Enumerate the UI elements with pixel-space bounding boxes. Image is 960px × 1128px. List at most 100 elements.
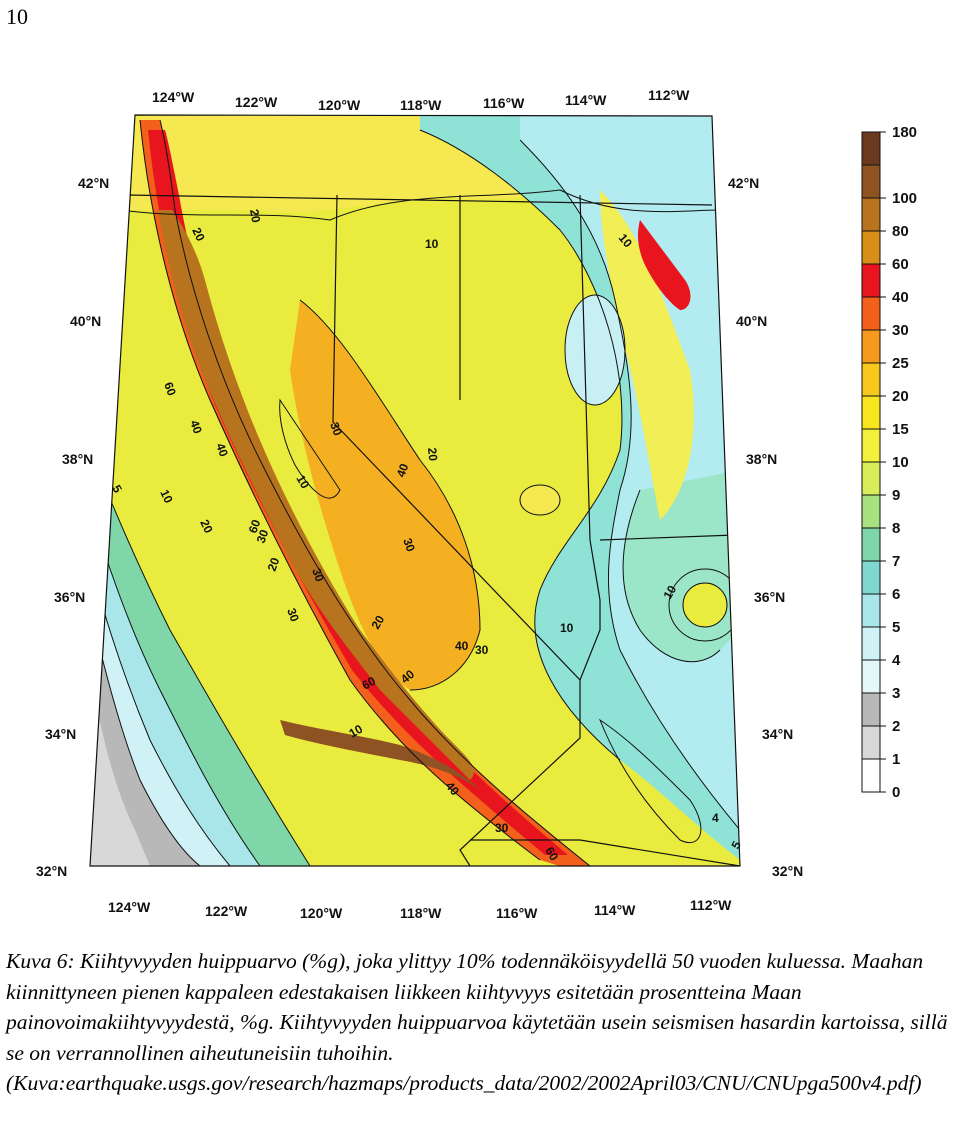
longitude-label: 114°W xyxy=(565,92,607,108)
latitude-label: 36°N xyxy=(54,589,85,605)
left-latitude-labels: 42°N 40°N 38°N 36°N 34°N 32°N xyxy=(36,175,109,879)
legend-tick-label: 9 xyxy=(892,487,900,504)
top-longitude-labels: 124°W 122°W 120°W 118°W 116°W 114°W 112°… xyxy=(152,87,690,113)
legend-tick-label: 7 xyxy=(892,553,900,570)
legend-tick-label: 0 xyxy=(892,784,900,801)
map-frame xyxy=(89,114,741,867)
caption-source: (Kuva:earthquake.usgs.gov/research/hazma… xyxy=(6,1071,922,1095)
contour-label: 40 xyxy=(187,418,205,436)
latitude-label: 38°N xyxy=(746,451,777,467)
legend-swatch xyxy=(861,758,881,793)
longitude-label: 118°W xyxy=(400,97,442,113)
legend-tick-label: 80 xyxy=(892,223,909,240)
band-utah xyxy=(600,190,694,520)
longitude-label: 120°W xyxy=(318,97,361,113)
latitude-label: 32°N xyxy=(772,863,803,879)
state-boundaries xyxy=(124,194,740,866)
legend-swatch xyxy=(861,230,881,265)
belt-brown xyxy=(158,210,475,780)
map-area xyxy=(90,115,740,866)
legend-swatch xyxy=(861,428,881,463)
circle-arizona-inner xyxy=(682,582,728,628)
latitude-label: 42°N xyxy=(78,175,109,191)
contour-label: 60 xyxy=(161,380,179,398)
contour-label: 20 xyxy=(247,208,263,224)
latitude-label: 40°N xyxy=(736,313,767,329)
contour-label: 10 xyxy=(347,722,366,741)
legend-swatch xyxy=(861,725,881,760)
legend-tick-label: 8 xyxy=(892,520,900,537)
contour-label: 40 xyxy=(213,441,231,459)
contour-label: 10 xyxy=(560,621,574,635)
legend-swatch xyxy=(861,527,881,562)
caption-text: Kuva 6: Kiihtyvyyden huippuarvo (%g), jo… xyxy=(6,949,948,1065)
belt-brown-dark xyxy=(280,720,480,790)
contour-lines xyxy=(90,119,740,866)
legend-swatch xyxy=(861,296,881,331)
legend-swatch xyxy=(861,263,881,298)
legend-tick-label: 20 xyxy=(892,388,909,405)
contour-label: 10 xyxy=(660,583,679,602)
longitude-label: 124°W xyxy=(108,899,151,915)
longitude-label: 114°W xyxy=(594,902,636,918)
legend-tick-label: 3 xyxy=(892,685,900,702)
contour-label: 20 xyxy=(425,447,440,462)
legend-tick-label: 100 xyxy=(892,190,917,207)
legend-swatch xyxy=(861,395,881,430)
latitude-label: 34°N xyxy=(45,726,76,742)
legend-swatch xyxy=(861,593,881,628)
band-ocean-1 xyxy=(90,670,150,866)
spot-nevada xyxy=(519,484,561,516)
contour-label: 4 xyxy=(712,811,719,825)
legend-swatch xyxy=(861,461,881,496)
legend-tick-label: 30 xyxy=(892,322,909,339)
latitude-label: 36°N xyxy=(754,589,785,605)
legend-tick-label: 1 xyxy=(892,751,900,768)
legend-swatch xyxy=(861,494,881,529)
legend-tick-label: 5 xyxy=(892,619,900,636)
legend-tick-label: 4 xyxy=(892,652,901,669)
latitude-label: 32°N xyxy=(36,863,67,879)
legend-tick-label: 6 xyxy=(892,586,900,603)
legend-tick-label: 60 xyxy=(892,256,909,273)
contour-label: 20 xyxy=(368,613,387,632)
contour-label: 30 xyxy=(475,643,489,657)
figure-caption: Kuva 6: Kiihtyvyyden huippuarvo (%g), jo… xyxy=(6,946,954,1099)
longitude-label: 122°W xyxy=(205,903,248,919)
longitude-label: 116°W xyxy=(483,95,525,111)
latitude-label: 38°N xyxy=(62,451,93,467)
contour-label: 40 xyxy=(455,639,469,653)
contour-label: 10 xyxy=(425,237,439,251)
low-oval-nevada xyxy=(564,294,626,406)
legend-swatch xyxy=(861,329,881,364)
contour-label: 30 xyxy=(284,606,302,624)
legend-swatch xyxy=(861,197,881,232)
contour-label: 60 xyxy=(246,517,264,535)
latitude-label: 34°N xyxy=(762,726,793,742)
contour-label: 10 xyxy=(293,473,312,492)
longitude-label: 120°W xyxy=(300,905,343,921)
contour-label: 30 xyxy=(327,420,345,438)
hazard-map: 20 20 10 10 60 40 40 10 5 10 20 30 30 20… xyxy=(0,70,960,930)
longitude-label: 116°W xyxy=(496,905,538,921)
contour-label: 10 xyxy=(157,487,175,505)
legend-tick-label: 15 xyxy=(892,421,909,438)
bottom-longitude-labels: 124°W 122°W 120°W 118°W 116°W 114°W 112°… xyxy=(108,897,732,921)
legend-swatch xyxy=(861,131,881,166)
legend-swatch xyxy=(861,362,881,397)
latitude-label: 42°N xyxy=(728,175,759,191)
legend-tick-label: 40 xyxy=(892,289,909,306)
contour-label: 30 xyxy=(400,536,418,554)
contour-label: 30 xyxy=(254,527,272,545)
legend-swatch xyxy=(861,659,881,694)
longitude-label: 124°W xyxy=(152,89,195,105)
longitude-label: 112°W xyxy=(648,87,690,103)
right-latitude-labels: 42°N 40°N 38°N 36°N 34°N 32°N xyxy=(728,175,803,879)
contour-label: 30 xyxy=(309,566,327,584)
contour-label: 20 xyxy=(197,517,215,535)
contour-label: 20 xyxy=(265,555,283,573)
contour-label: 60 xyxy=(360,674,379,693)
longitude-label: 112°W xyxy=(690,897,732,913)
contour-label: 40 xyxy=(394,461,412,479)
